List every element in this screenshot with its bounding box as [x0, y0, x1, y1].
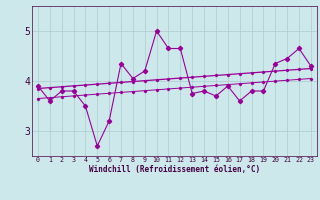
X-axis label: Windchill (Refroidissement éolien,°C): Windchill (Refroidissement éolien,°C) — [89, 165, 260, 174]
